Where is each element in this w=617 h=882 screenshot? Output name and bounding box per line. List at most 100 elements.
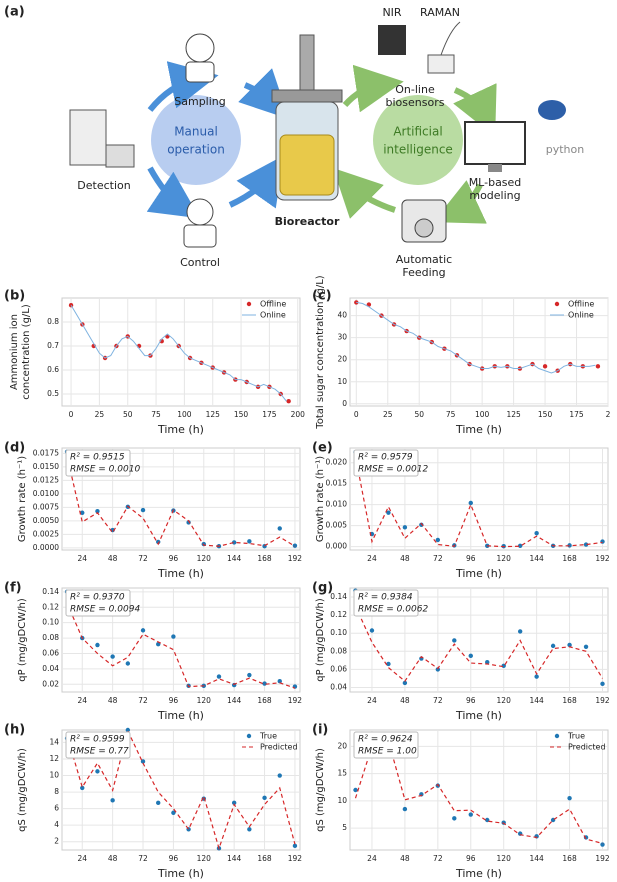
legend-swatch <box>246 301 252 307</box>
panel-label: (h) <box>4 723 25 738</box>
modeling-label: modeling <box>469 189 520 202</box>
data-point <box>231 800 237 806</box>
x-tick-label: 96 <box>466 696 476 705</box>
x-tick-label: 144 <box>529 696 544 705</box>
annotation: R² = 0.9599 <box>70 735 125 745</box>
y-axis-label: qS (mg/gDCW/h) <box>17 748 28 832</box>
legend-label: True <box>259 732 277 741</box>
data-point <box>452 816 457 821</box>
y-tick-label: 0.005 <box>326 521 348 530</box>
x-axis-label: Time (h) <box>157 423 204 436</box>
x-tick-label: 144 <box>227 854 242 863</box>
data-point <box>354 300 359 305</box>
legend-label: Online <box>568 311 594 320</box>
panel-label: (b) <box>4 289 25 304</box>
y-tick-label: 0.010 <box>326 500 348 509</box>
x-axis-label: Time (h) <box>455 423 502 436</box>
data-point <box>156 800 161 806</box>
y-tick-label: 10 <box>49 771 59 780</box>
x-tick-label: 48 <box>400 554 410 563</box>
data-point <box>110 654 115 659</box>
computer-icon <box>464 100 566 172</box>
data-point <box>140 507 146 513</box>
y-tick-label: 0.6 <box>47 365 59 374</box>
data-point <box>517 629 523 634</box>
ai-circle <box>373 95 463 185</box>
annotation-box <box>353 589 419 617</box>
x-tick-label: 120 <box>197 854 212 863</box>
annotation: RMSE = 1.00 <box>358 747 417 757</box>
x-tick-label: 25 <box>95 410 105 419</box>
chart: 0.04 0.06 0.08 0.10 0.12 0.14 24 48 72 96 120 144 16… <box>312 581 610 723</box>
y-tick-label: 5 <box>342 823 347 832</box>
y-tick-label: 0.10 <box>330 628 347 637</box>
data-point <box>171 810 176 815</box>
data-point <box>277 773 282 778</box>
x-tick-label: 150 <box>538 410 553 419</box>
data-point <box>468 500 473 506</box>
feeding-label: Automatic <box>396 253 452 266</box>
data-point <box>435 667 441 672</box>
detection-label: Detection <box>77 179 130 192</box>
x-tick-label: 50 <box>414 410 424 419</box>
arrow <box>238 68 289 119</box>
x-tick-label: 200 <box>291 410 306 419</box>
x-tick-label: 192 <box>595 696 610 705</box>
y-tick-label: 0.12 <box>42 602 59 611</box>
plot-area <box>61 297 301 407</box>
panel-label: (d) <box>4 441 25 456</box>
arrow <box>228 155 284 209</box>
sampling-icon <box>185 33 215 83</box>
y-tick-label: 12 <box>49 754 59 763</box>
x-tick-label: 96 <box>169 696 179 705</box>
x-tick-label: 120 <box>197 696 212 705</box>
data-point <box>567 642 572 648</box>
data-point <box>140 759 146 764</box>
x-tick-label: 48 <box>108 554 118 563</box>
x-tick-label: 192 <box>595 554 610 563</box>
x-tick-label: 75 <box>446 410 456 419</box>
data-line <box>356 301 596 374</box>
legend-swatch <box>554 733 560 739</box>
y-tick-label: 0.0175 <box>33 448 59 457</box>
chart: 0.02 0.04 0.06 0.08 0.10 0.12 0.14 24 48 72 96 120 1… <box>4 581 302 723</box>
y-tick-label: 2 <box>54 837 59 846</box>
biosensors-label: biosensors <box>386 96 445 109</box>
data-point <box>80 510 85 515</box>
legend-swatch <box>246 733 252 739</box>
control-label: Control <box>180 256 220 269</box>
data-point <box>583 644 589 649</box>
panel-label: (g) <box>312 581 333 596</box>
annotation: R² = 0.9624 <box>358 735 413 745</box>
data-point <box>277 679 282 684</box>
sensor-icon <box>378 21 461 74</box>
data-point <box>231 540 237 545</box>
data-line <box>70 304 287 402</box>
legend-label: Predicted <box>568 743 606 752</box>
panel-label: (c) <box>312 289 332 304</box>
data-point <box>402 525 408 530</box>
data-point <box>125 727 131 733</box>
x-tick-label: 192 <box>595 854 610 863</box>
nir-label: NIR <box>382 6 401 19</box>
x-tick-label: 24 <box>77 854 87 863</box>
detection-icon <box>69 109 135 168</box>
y-axis-label: concentration (g/L) <box>21 304 32 400</box>
x-tick-label: 48 <box>400 854 410 863</box>
x-tick-label: 144 <box>529 854 544 863</box>
annotation-box <box>353 449 419 477</box>
y-tick-label: 0.06 <box>42 648 59 657</box>
x-tick-label: 168 <box>562 854 577 863</box>
x-tick-label: 120 <box>497 554 512 563</box>
data-point <box>95 508 100 514</box>
x-axis-label: Time (h) <box>157 709 204 722</box>
x-tick-label: 96 <box>169 854 179 863</box>
data-point <box>386 510 391 515</box>
y-tick-label: 10 <box>337 796 347 805</box>
data-point <box>600 681 605 687</box>
annotation: RMSE = 0.0010 <box>70 465 140 475</box>
annotation-box <box>65 449 131 477</box>
y-tick-label: 0.04 <box>330 682 347 691</box>
y-tick-label: 0.14 <box>42 587 59 596</box>
